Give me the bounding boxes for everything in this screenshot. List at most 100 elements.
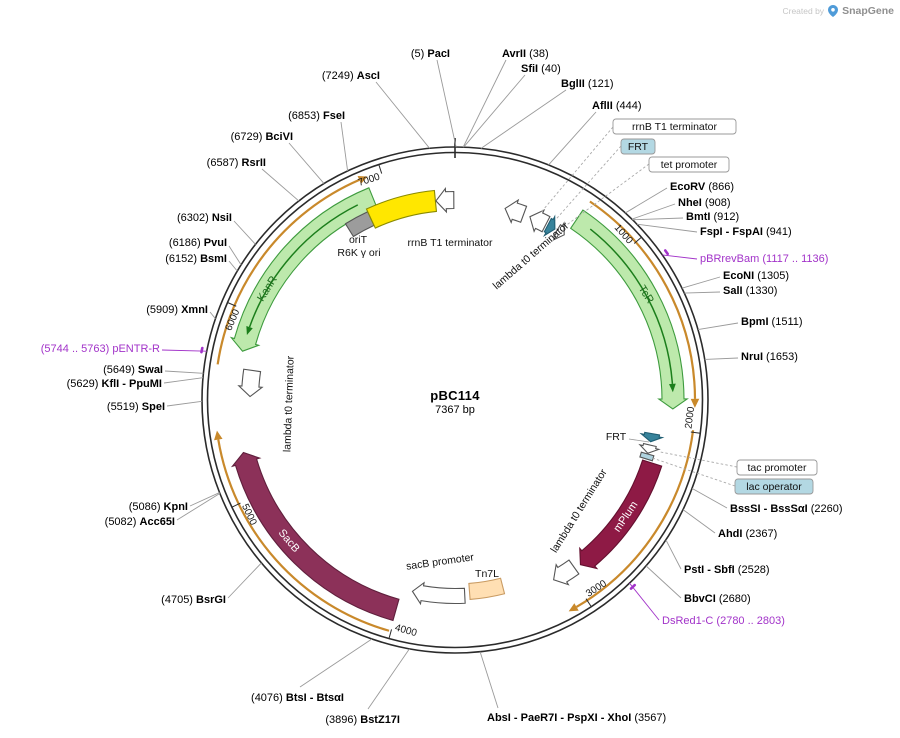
enzyme-leader-line bbox=[704, 357, 739, 360]
enzyme-leader-line bbox=[164, 370, 204, 374]
enzyme-label[interactable]: (6152) BsmI bbox=[165, 253, 227, 265]
enzyme-label[interactable]: (5082) Acc65I bbox=[105, 516, 175, 528]
enzyme-leader-line bbox=[166, 400, 203, 407]
feature-label: FRT bbox=[606, 431, 627, 443]
enzyme-label[interactable]: (6587) RsrII bbox=[207, 157, 266, 169]
enzyme-leader-line bbox=[299, 638, 373, 688]
feature-direction-arrowhead bbox=[669, 383, 676, 393]
enzyme-leader-line bbox=[631, 203, 676, 220]
enzyme-leader-line bbox=[479, 651, 499, 709]
feature-direction-arrowhead bbox=[246, 325, 253, 336]
enzyme-label[interactable]: pBRrevBam (1117 .. 1136) bbox=[700, 253, 828, 265]
enzyme-label[interactable]: (6186) PvuI bbox=[169, 237, 227, 249]
position-tick bbox=[227, 302, 237, 307]
enzyme-leader-line bbox=[625, 187, 668, 214]
position-tick bbox=[378, 164, 383, 174]
feature-sacb bbox=[230, 451, 400, 622]
enzyme-label[interactable]: AbsI - PaeR7I - PspXI - XhoI (3567) bbox=[487, 712, 666, 724]
enzyme-label[interactable]: (4705) BsrGI bbox=[161, 594, 226, 606]
enzyme-label[interactable]: (5744 .. 5763) pENTR-R bbox=[41, 343, 160, 355]
enzyme-leader-line bbox=[436, 59, 457, 148]
enzyme-label[interactable]: BbvCI (2680) bbox=[684, 593, 751, 605]
enzyme-label[interactable]: AflII (444) bbox=[592, 100, 642, 112]
enzyme-label[interactable]: NruI (1653) bbox=[741, 351, 798, 363]
position-label: 2000 bbox=[683, 406, 697, 430]
feature-rrnb-t1-terminator-2 bbox=[529, 209, 551, 233]
enzyme-label[interactable]: (6729) BciVI bbox=[231, 131, 293, 143]
enzyme-label[interactable]: BglII (121) bbox=[561, 78, 614, 90]
enzyme-label[interactable]: (3896) BstZ17I bbox=[325, 714, 400, 726]
boxed-label-leader bbox=[658, 451, 738, 468]
span-arrow bbox=[575, 430, 695, 608]
feature-lambda-t0-terminator-2 bbox=[553, 559, 580, 586]
snapgene-logo-icon bbox=[828, 5, 839, 17]
enzyme-label[interactable]: AhdI (2367) bbox=[718, 528, 777, 540]
boxed-label: tac promoter bbox=[748, 462, 807, 474]
enzyme-label[interactable]: (5086) KpnI bbox=[129, 501, 188, 513]
enzyme-leader-line bbox=[691, 487, 728, 509]
enzyme-label[interactable]: SfiI (40) bbox=[521, 63, 561, 75]
feature-lambda-t0-terminator-3 bbox=[237, 368, 264, 398]
boxed-label-frame bbox=[734, 478, 814, 495]
primer-mark-pentr-r bbox=[200, 346, 204, 354]
span-arrow bbox=[217, 439, 390, 632]
watermark: Created by SnapGene bbox=[782, 5, 894, 17]
enzyme-leader-line bbox=[176, 492, 221, 521]
enzyme-label[interactable]: PstI - SbfI (2528) bbox=[684, 564, 770, 576]
span-arrowhead bbox=[357, 175, 368, 184]
enzyme-label[interactable]: BmtI (912) bbox=[686, 211, 739, 223]
feature-lambda-t0-terminator-1 bbox=[504, 198, 528, 224]
boxed-label: FRT bbox=[628, 141, 649, 153]
enzyme-leader-line bbox=[189, 492, 220, 507]
enzyme-label[interactable]: (5519) SpeI bbox=[107, 401, 165, 413]
feature-label: Tn7L bbox=[475, 568, 499, 580]
enzyme-label[interactable]: AvrII (38) bbox=[502, 48, 549, 60]
position-tick bbox=[633, 236, 642, 244]
feature-rrnb-t1-terminator-1 bbox=[435, 186, 455, 214]
enzyme-leader-line bbox=[163, 377, 204, 384]
enzyme-leader-line bbox=[228, 260, 238, 272]
feature-label: lambda t0 terminator bbox=[281, 355, 296, 452]
position-tick bbox=[690, 431, 701, 434]
enzyme-label[interactable]: BpmI (1511) bbox=[741, 316, 803, 328]
boxed-label-frame bbox=[648, 156, 730, 173]
enzyme-label[interactable]: EcoNI (1305) bbox=[723, 270, 789, 282]
backbone-inner-ring bbox=[206, 151, 704, 649]
boxed-label-frame bbox=[612, 118, 737, 135]
feature-frt-2 bbox=[639, 431, 665, 443]
enzyme-label[interactable]: (6302) NsiI bbox=[177, 212, 232, 224]
enzyme-label[interactable]: (4076) BtsI - BtsαI bbox=[251, 692, 344, 704]
enzyme-leader-line bbox=[367, 648, 410, 710]
boxed-label-leader bbox=[652, 457, 736, 487]
feature-label: sacB promoter bbox=[405, 551, 475, 572]
enzyme-leader-line bbox=[697, 322, 739, 331]
enzyme-label[interactable]: (6853) FseI bbox=[288, 110, 345, 122]
enzyme-leader-line bbox=[340, 121, 349, 171]
enzyme-leader-line bbox=[161, 349, 207, 352]
enzyme-label[interactable]: DsRed1-C (2780 .. 2803) bbox=[662, 615, 785, 627]
enzyme-label[interactable]: (5) PacI bbox=[411, 48, 450, 60]
enzyme-leader-line bbox=[228, 245, 242, 266]
enzyme-label[interactable]: FspI - FspAI (941) bbox=[700, 226, 792, 238]
enzyme-leader-line bbox=[681, 276, 721, 289]
enzyme-label[interactable]: (7249) AscI bbox=[322, 70, 380, 82]
feature-r6k-gamma-ori bbox=[365, 189, 438, 229]
boxed-label-frame bbox=[736, 459, 818, 476]
enzyme-leader-line bbox=[682, 509, 716, 534]
position-tick bbox=[585, 598, 592, 607]
span-arrowhead bbox=[568, 603, 579, 612]
feature-direction-line bbox=[248, 204, 359, 328]
enzyme-label[interactable]: SalI (1330) bbox=[723, 285, 777, 297]
enzyme-label[interactable]: NheI (908) bbox=[678, 197, 731, 209]
enzyme-label[interactable]: (5649) SwaI bbox=[103, 364, 163, 376]
boxed-label: rrnB T1 terminator bbox=[632, 121, 718, 133]
enzyme-label[interactable]: (5909) XmnI bbox=[146, 304, 208, 316]
enzyme-leader-line bbox=[261, 168, 300, 202]
enzyme-label[interactable]: EcoRV (866) bbox=[670, 181, 734, 193]
feature-kanr bbox=[229, 187, 378, 352]
watermark-brand-link[interactable]: SnapGene bbox=[842, 5, 894, 17]
feature-frt-1 bbox=[543, 214, 556, 238]
enzyme-label[interactable]: (5629) KflI - PpuMI bbox=[67, 378, 162, 390]
enzyme-label[interactable]: BssSI - BssSαI (2260) bbox=[730, 503, 843, 515]
